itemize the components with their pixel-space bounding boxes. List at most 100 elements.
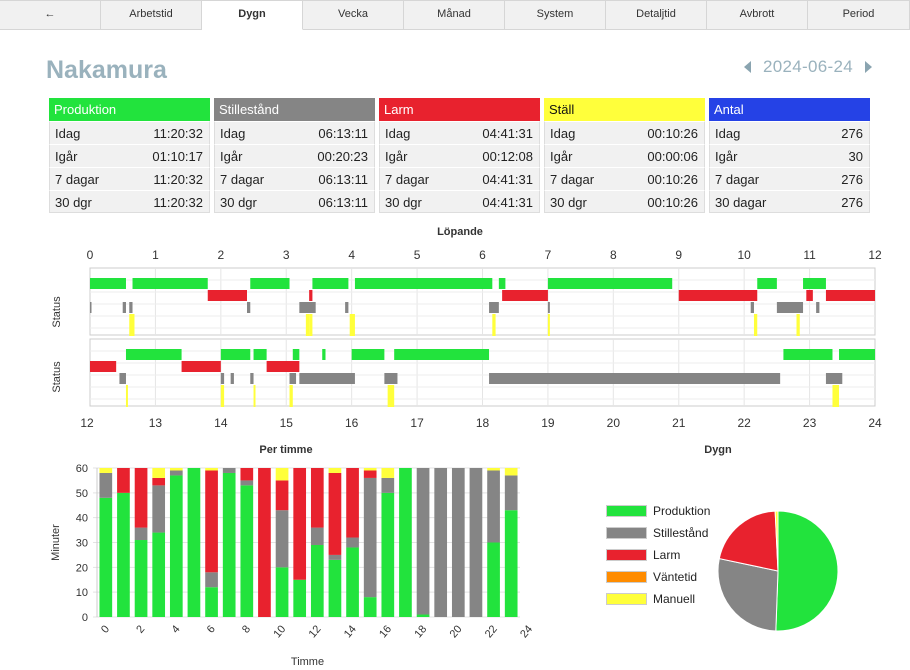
- x-tick-label: 2: [134, 623, 147, 635]
- timeline-segment-produktion: [547, 278, 673, 289]
- summary-row-label: 30 dgr: [220, 195, 257, 210]
- timeline-segment-produktion: [132, 278, 208, 289]
- timeline-title: Löpande: [437, 226, 483, 238]
- pie-legend: Produktion Stillestånd Larm Väntetid Manuell: [606, 500, 710, 610]
- timeline-segment-produktion: [90, 278, 126, 289]
- summary-row: Idag 00:10:26: [544, 121, 705, 144]
- bar-segment: [310, 544, 324, 617]
- timeline-tick-label: 9: [675, 248, 682, 262]
- bar-segment: [434, 468, 448, 617]
- bar-segment: [205, 572, 218, 588]
- x-tick-label: 4: [169, 623, 182, 635]
- timeline-tick-label: 20: [607, 416, 621, 430]
- y-tick-label: 60: [76, 463, 88, 475]
- y-tick-label: 30: [76, 538, 88, 550]
- bar-segment: [187, 468, 201, 617]
- timeline-tick-label: 8: [610, 248, 617, 262]
- hourly-chart-title: Per timme: [259, 444, 313, 456]
- next-day-icon[interactable]: [864, 61, 872, 73]
- summary-row-label: 30 dagar: [715, 195, 767, 210]
- tab-månad[interactable]: Månad: [404, 0, 505, 30]
- timeline-segment-larm: [207, 290, 247, 301]
- tab-period[interactable]: Period: [808, 0, 910, 30]
- bar-segment: [152, 532, 166, 617]
- timeline-tick-label: 12: [80, 416, 94, 430]
- timeline-segment-manuell: [289, 385, 293, 407]
- timeline-segment-manuell: [753, 314, 758, 336]
- summary-row-value: 00:10:26: [647, 195, 698, 210]
- previous-day-icon[interactable]: [744, 61, 751, 73]
- y-tick-label: 40: [76, 513, 88, 525]
- bar-segment: [117, 468, 130, 493]
- bar-segment: [469, 468, 483, 617]
- summary-row-label: 7 dagar: [385, 172, 430, 187]
- timeline-segment-manuell: [832, 385, 840, 407]
- timeline-tick-label: 7: [545, 248, 552, 262]
- y-tick-label: 0: [82, 612, 88, 624]
- x-axis-label: Timme: [291, 656, 324, 668]
- timeline-segment-manuell: [129, 314, 135, 336]
- timeline-segment-produktion: [253, 349, 267, 360]
- timeline-segment-stillestand: [220, 373, 225, 384]
- timeline-ylabel: Status: [51, 361, 63, 393]
- tab-dygn[interactable]: Dygn: [202, 0, 303, 30]
- bar-segment: [275, 468, 289, 481]
- tab-bar: ← Arbetstid Dygn Vecka Månad System Detaljtid A…: [0, 0, 910, 30]
- summary-row-value: 00:10:26: [647, 126, 698, 141]
- back-tab[interactable]: ←: [0, 0, 101, 30]
- timeline-segment-stillestand: [247, 302, 251, 313]
- timeline-segment-larm: [806, 290, 813, 301]
- bar-segment: [346, 468, 359, 538]
- tab-avbrott[interactable]: Avbrott: [707, 0, 808, 30]
- timeline-segment-stillestand: [547, 302, 550, 313]
- tab-arbetstid[interactable]: Arbetstid: [101, 0, 202, 30]
- timeline-tick-label: 21: [672, 416, 686, 430]
- timeline-tick-label: 12: [868, 248, 882, 262]
- pie-slice: [774, 510, 779, 572]
- x-tick-label: 22: [483, 623, 500, 640]
- timeline-segment-produktion: [322, 349, 326, 360]
- summary-row: Igår 30: [709, 144, 870, 167]
- timeline-tick-label: 14: [214, 416, 228, 430]
- summary-box-title: Larm: [379, 98, 540, 121]
- summary-row: 30 dgr 11:20:32: [49, 190, 210, 213]
- summary-row-label: 30 dgr: [385, 195, 422, 210]
- timeline-segment-larm: [825, 290, 875, 301]
- timeline-tick-label: 11: [803, 248, 816, 262]
- summary-row: 30 dgr 00:10:26: [544, 190, 705, 213]
- timeline-segment-manuell: [125, 385, 128, 407]
- summary-row-label: Igår: [715, 149, 738, 164]
- y-tick-label: 20: [76, 562, 88, 574]
- timeline-segment-stillestand: [122, 302, 126, 313]
- timeline-segment-larm: [90, 361, 117, 372]
- tab-system[interactable]: System: [505, 0, 606, 30]
- summary-row: 30 dagar 276: [709, 190, 870, 213]
- timeline-segment-manuell: [253, 385, 256, 407]
- timeline-tick-label: 15: [280, 416, 294, 430]
- bar-segment: [275, 480, 289, 511]
- x-tick-label: 6: [205, 623, 218, 635]
- bar-segment: [416, 614, 430, 617]
- summary-row-value: 00:00:06: [647, 149, 698, 164]
- summary-box-title: Ställ: [544, 98, 705, 121]
- timeline-segment-stillestand: [384, 373, 398, 384]
- summary-row-value: 04:41:31: [482, 172, 533, 187]
- date-label: 2024-06-24: [763, 57, 853, 76]
- timeline-segment-manuell: [547, 314, 550, 336]
- bar-segment: [169, 470, 183, 476]
- timeline-segment-manuell: [492, 314, 496, 336]
- summary-row-label: 30 dgr: [550, 195, 587, 210]
- timeline-segment-produktion: [783, 349, 833, 360]
- tab-vecka[interactable]: Vecka: [303, 0, 404, 30]
- timeline-segment-produktion: [757, 278, 777, 289]
- tab-detaljtid[interactable]: Detaljtid: [606, 0, 707, 30]
- summary-row-label: Igår: [220, 149, 243, 164]
- summary-row: 7 dagar 00:10:26: [544, 167, 705, 190]
- summary-row-value: 276: [841, 172, 863, 187]
- timeline-tick-label: 18: [476, 416, 490, 430]
- bar-segment: [152, 485, 166, 533]
- summary-row-label: 7 dagar: [715, 172, 760, 187]
- summary-row: 30 dgr 04:41:31: [379, 190, 540, 213]
- y-axis-label: Minuter: [50, 524, 62, 561]
- timeline-segment-stillestand: [119, 373, 126, 384]
